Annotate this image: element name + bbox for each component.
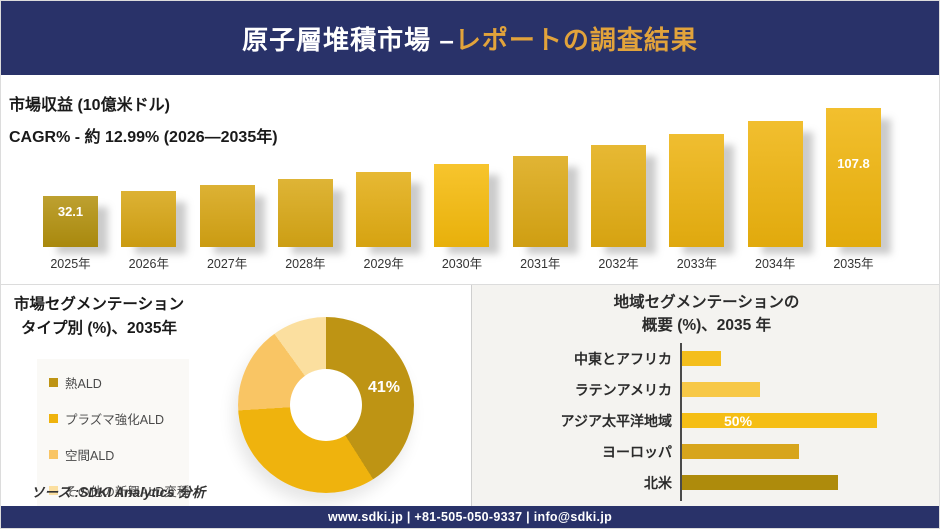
legend-swatch xyxy=(49,414,58,423)
legend-item: 空間ALD xyxy=(49,445,177,464)
region-bar xyxy=(682,382,760,397)
revenue-bar-group: 2026年 xyxy=(121,191,177,271)
region-row: ラテンアメリカ xyxy=(472,374,939,405)
region-bars: 中東とアフリカ ラテンアメリカアジア太平洋地域 50% ヨーロッパ北米 xyxy=(472,343,939,498)
revenue-bar xyxy=(121,191,177,247)
revenue-bar xyxy=(199,185,255,247)
region-label: 中東とアフリカ xyxy=(574,350,672,367)
region-label: ラテンアメリカ xyxy=(574,381,672,398)
revenue-bar-group: 2027年 xyxy=(199,185,255,271)
region-bar: 50% xyxy=(682,412,877,429)
revenue-bar xyxy=(277,179,333,247)
revenue-bar xyxy=(669,134,725,247)
footer-banner: www.sdki.jp | +81-505-050-9337 | info@sd… xyxy=(1,506,939,528)
x-axis-year-label: 2033年 xyxy=(676,257,718,271)
revenue-bar: 32.1 xyxy=(43,196,98,247)
legend-item: 熱ALD xyxy=(49,373,177,392)
legend-swatch xyxy=(49,450,58,459)
legend-label: 熱ALD xyxy=(65,377,102,391)
region-bar-value: 50% xyxy=(724,412,753,429)
revenue-bar-group: 2030年 xyxy=(434,164,490,271)
type-segmentation-panel: 市場セグメンテーション タイプ別 (%)、2035年 熱ALD プラズマ強化ALD… xyxy=(1,285,471,514)
donut-chart: 41% xyxy=(238,317,414,493)
section-divider xyxy=(1,284,939,285)
source-note: ソース :SDKI Analytics 分析 xyxy=(31,485,206,500)
region-row: アジア太平洋地域 50% xyxy=(472,405,939,436)
legend-swatch xyxy=(49,486,58,495)
x-axis-year-label: 2030年 xyxy=(441,257,483,271)
revenue-bar-group: 107.8 2035年 xyxy=(825,108,881,271)
pie-chart-title: 市場セグメンテーション タイプ別 (%)、2035年 xyxy=(5,293,193,341)
x-axis-year-label: 2035年 xyxy=(833,257,874,271)
revenue-bar-group: 2028年 xyxy=(277,179,333,271)
region-bar xyxy=(682,444,799,459)
legend-label: 空間ALD xyxy=(65,449,115,463)
region-row: 中東とアフリカ xyxy=(472,343,939,374)
region-chart-title-line1: 地域セグメンテーションの xyxy=(613,294,800,311)
revenue-bar xyxy=(356,172,412,247)
revenue-bar xyxy=(434,164,490,247)
region-chart-title: 地域セグメンテーションの 概要 (%)、2035 年 xyxy=(472,291,939,338)
pie-chart-title-line2: タイプ別 (%)、2035年 xyxy=(21,320,177,338)
region-bar xyxy=(682,351,721,366)
cagr-label: CAGR% - 約 12.99% (2026―2035年) xyxy=(9,129,278,146)
revenue-chart-section: 市場収益 (10億米ドル) CAGR% - 約 12.99% (2026―203… xyxy=(1,75,939,284)
revenue-metric-label: 市場収益 (10億米ドル) xyxy=(9,97,170,114)
region-bar xyxy=(682,475,838,490)
revenue-bar xyxy=(512,156,568,247)
page-title-accent: レポートの調査結果 xyxy=(454,24,698,55)
region-row: ヨーロッパ xyxy=(472,436,939,467)
x-axis-year-label: 2027年 xyxy=(206,257,248,271)
revenue-bar xyxy=(591,145,647,247)
footer-contact: www.sdki.jp | +81-505-050-9337 | info@sd… xyxy=(327,510,613,524)
x-axis-year-label: 2028年 xyxy=(285,257,326,271)
revenue-bar-group: 2031年 xyxy=(512,156,568,271)
x-axis-year-label: 2029年 xyxy=(363,257,404,271)
revenue-bar xyxy=(747,121,803,247)
page-title-main: 原子層堆積市場 – xyxy=(242,24,455,55)
x-axis-year-label: 2025年 xyxy=(50,257,91,271)
legend-label: その他の新興ALD変種 xyxy=(65,485,190,499)
x-axis-year-label: 2034年 xyxy=(755,257,796,271)
revenue-bar: 107.8 xyxy=(825,108,881,247)
legend-item: プラズマ強化ALD xyxy=(49,409,177,428)
region-label: 北米 xyxy=(644,474,672,491)
legend-label: プラズマ強化ALD xyxy=(65,413,165,427)
region-chart-title-line2: 概要 (%)、2035 年 xyxy=(641,317,772,335)
revenue-bars: 32.1 2025年 2026年 2027年 2028年 2029年 2030年 2031年 2… xyxy=(43,108,881,271)
revenue-bar-group: 2032年 xyxy=(591,145,647,271)
pie-chart-title-line1: 市場セグメンテーション xyxy=(13,296,185,313)
region-label: ヨーロッパ xyxy=(602,443,672,460)
donut-slice-value: 41% xyxy=(368,379,401,396)
pie-legend: 熱ALD プラズマ強化ALD 空間ALD その他の新興ALD変種 xyxy=(37,359,189,514)
legend-swatch xyxy=(49,378,58,387)
revenue-bar-value: 107.8 xyxy=(837,156,870,171)
revenue-bar-group: 2033年 xyxy=(669,134,725,271)
x-axis-year-label: 2026年 xyxy=(128,257,169,271)
region-chart-axis xyxy=(680,343,682,501)
revenue-bar-group: 2034年 xyxy=(747,121,803,271)
region-segmentation-panel: 地域セグメンテーションの 概要 (%)、2035 年 中東とアフリカ ラテンアメリ… xyxy=(471,285,939,508)
x-axis-year-label: 2031年 xyxy=(520,257,561,271)
region-label: アジア太平洋地域 xyxy=(560,412,672,429)
page-title: 原子層堆積市場 –レポートの調査結果 xyxy=(242,20,698,57)
revenue-bar-group: 32.1 2025年 xyxy=(43,196,98,271)
revenue-bar-value: 32.1 xyxy=(57,204,84,219)
header-banner: 原子層堆積市場 –レポートの調査結果 xyxy=(1,1,939,75)
legend-item: その他の新興ALD変種 xyxy=(49,481,189,500)
x-axis-year-label: 2032年 xyxy=(598,257,639,271)
revenue-bar-group: 2029年 xyxy=(356,172,412,271)
region-row: 北米 xyxy=(472,467,939,498)
